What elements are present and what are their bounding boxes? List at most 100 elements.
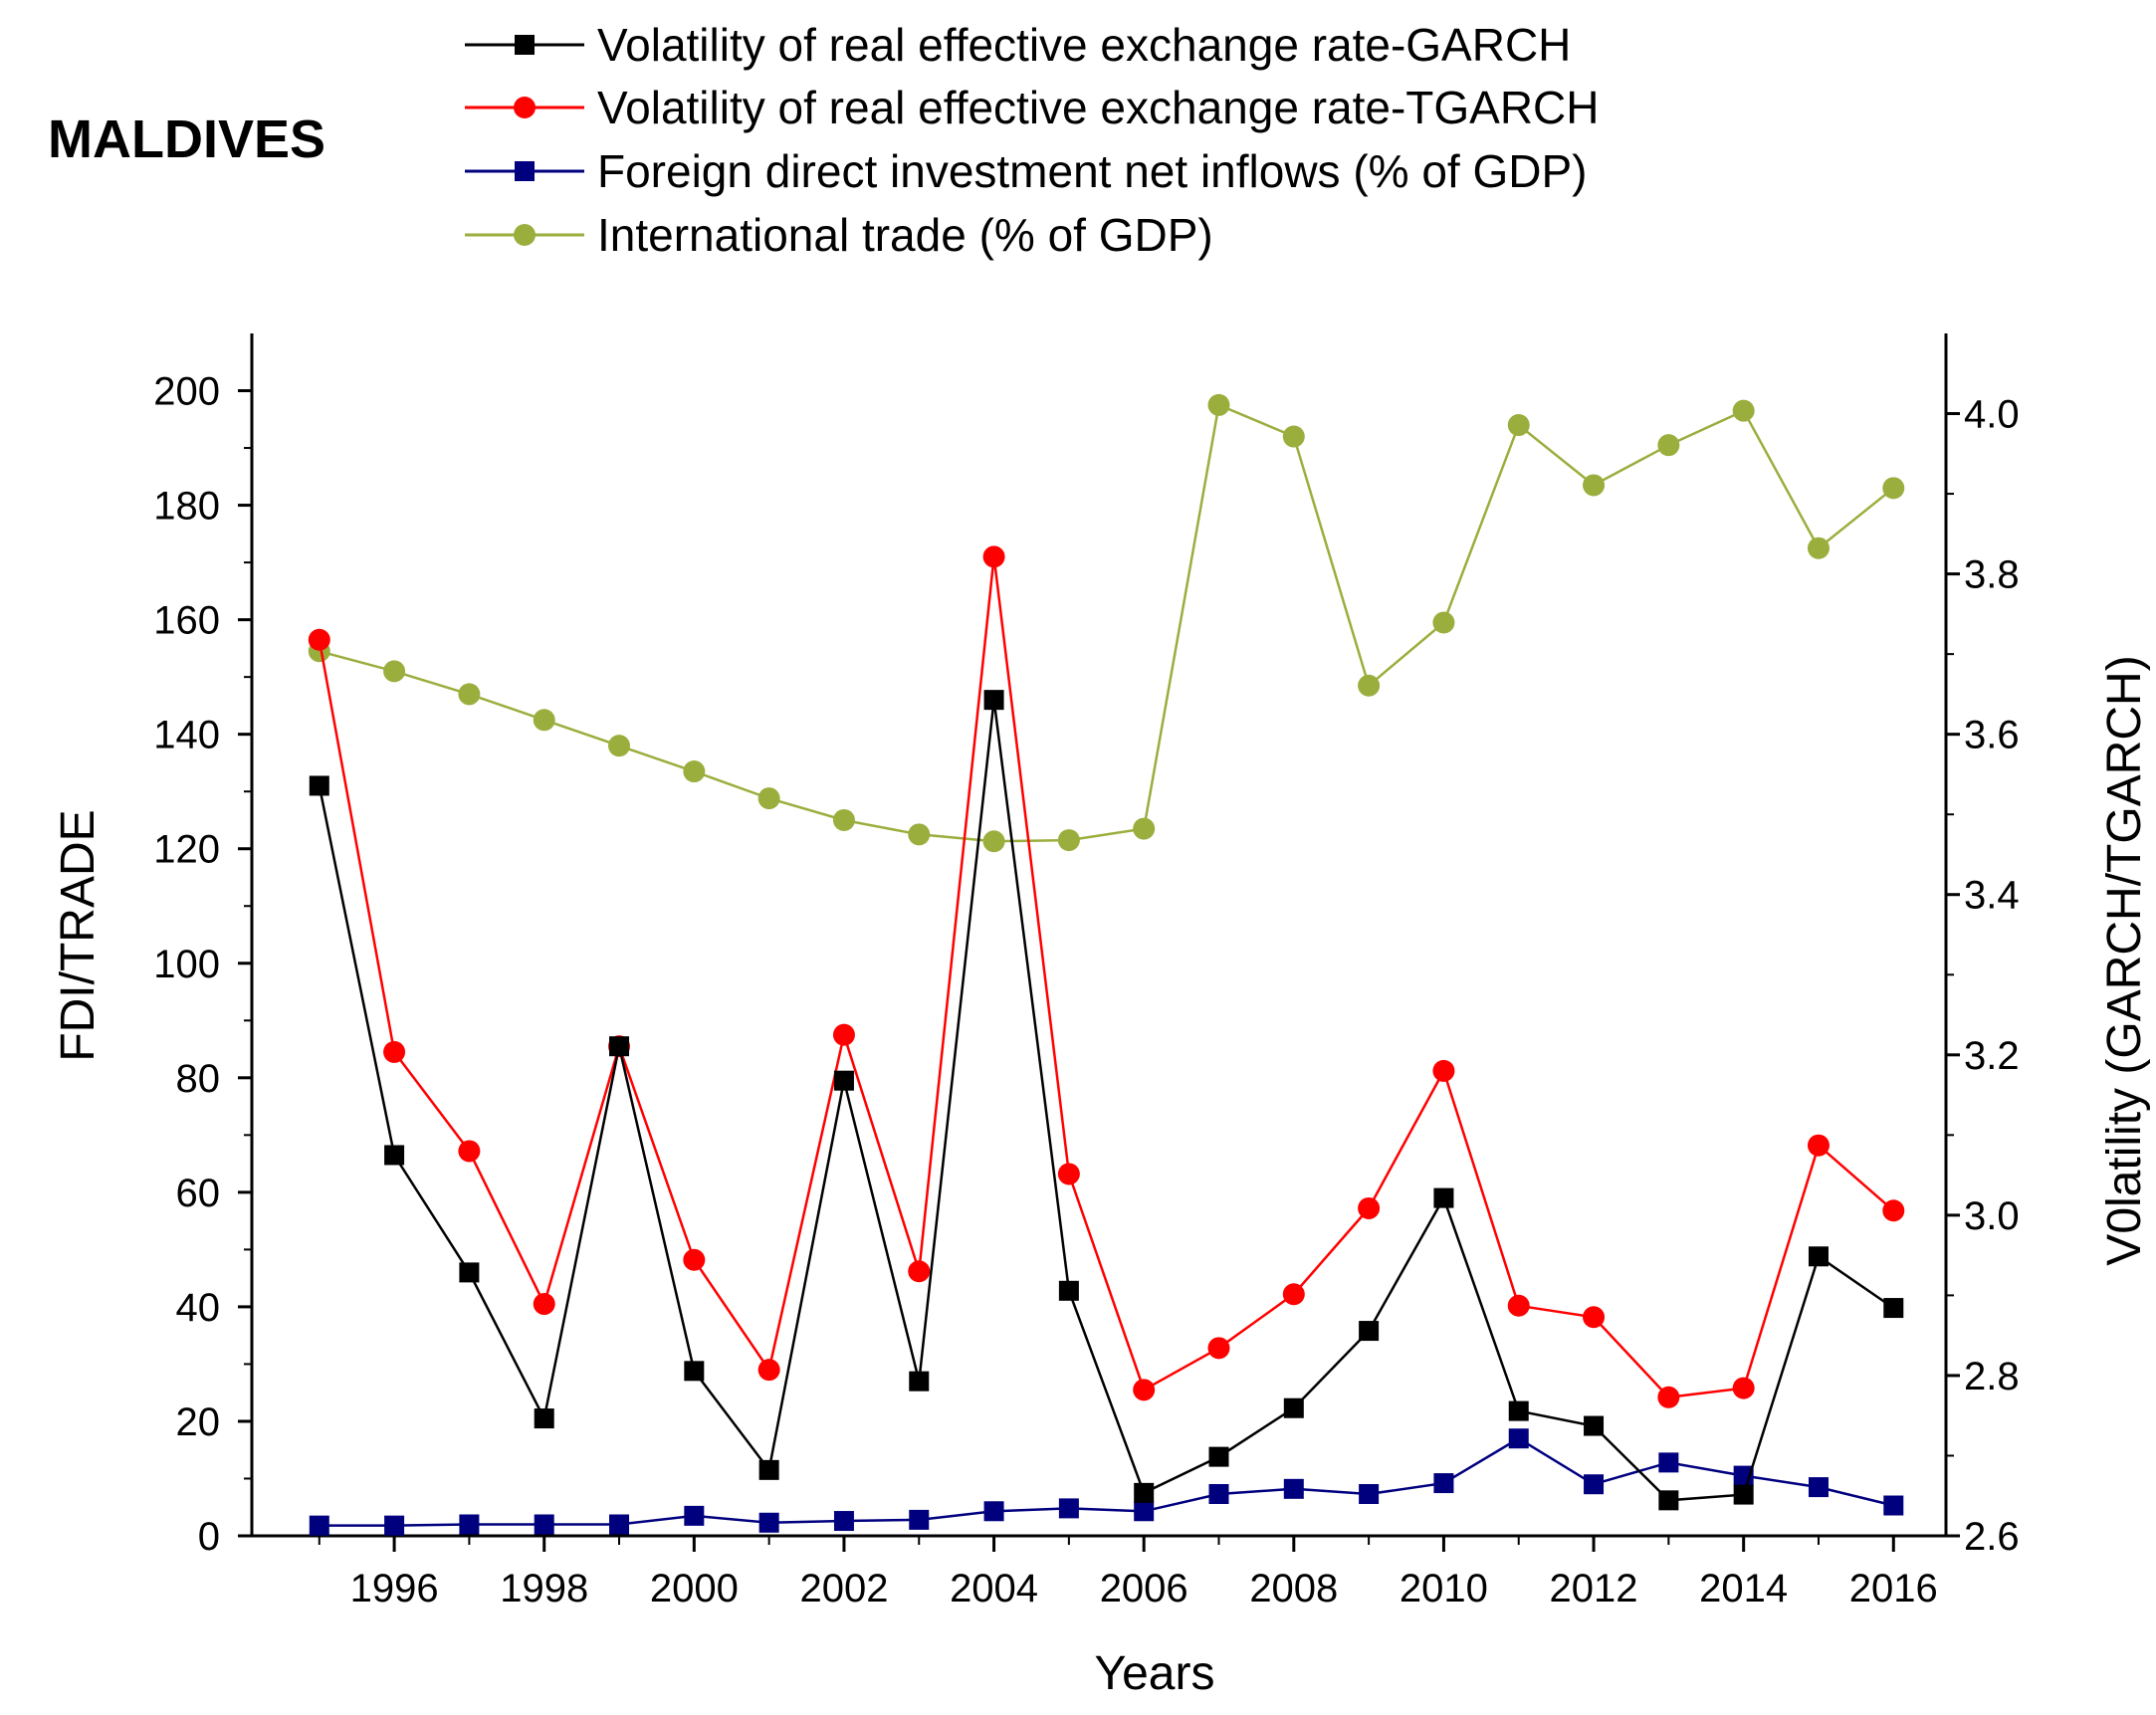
right-tick-label: 2.8 xyxy=(1964,1355,2020,1398)
data-point xyxy=(1433,1187,1454,1208)
data-point xyxy=(1508,1428,1529,1449)
left-tick-label: 140 xyxy=(153,714,220,757)
x-tick-label: 2000 xyxy=(650,1567,739,1610)
data-point xyxy=(1058,1280,1079,1301)
right-tick-label: 3.0 xyxy=(1964,1194,2020,1238)
data-point xyxy=(1657,1386,1680,1408)
data-point xyxy=(1508,1400,1529,1421)
left-tick-label: 80 xyxy=(176,1057,221,1101)
data-point xyxy=(683,760,706,783)
series-2 xyxy=(308,545,1905,1408)
data-point xyxy=(1057,1163,1080,1185)
legend: Volatility of real effective exchange ra… xyxy=(465,19,1600,261)
left-tick-label: 60 xyxy=(176,1172,221,1215)
data-point xyxy=(1732,399,1755,422)
data-point xyxy=(309,1515,329,1536)
data-point xyxy=(1808,1246,1829,1267)
legend-label: Volatility of real effective exchange ra… xyxy=(597,82,1600,133)
data-point xyxy=(459,1514,480,1535)
legend-item: International trade (% of GDP) xyxy=(465,209,1213,261)
left-tick-label: 20 xyxy=(176,1400,221,1444)
data-point xyxy=(308,628,330,651)
data-point xyxy=(608,735,631,757)
left-tick-label: 100 xyxy=(153,943,220,986)
left-tick-label: 40 xyxy=(176,1286,221,1330)
data-point xyxy=(908,823,931,846)
data-point xyxy=(1733,1484,1754,1505)
data-point xyxy=(1058,1498,1079,1519)
data-point xyxy=(1882,1199,1905,1222)
x-tick-label: 2012 xyxy=(1550,1567,1638,1610)
x-tick-label: 2002 xyxy=(799,1567,888,1610)
data-point xyxy=(832,1023,855,1046)
series-3 xyxy=(309,1428,1904,1536)
data-point xyxy=(1358,674,1381,697)
data-point xyxy=(1883,1298,1904,1319)
x-tick-label: 2004 xyxy=(950,1567,1038,1610)
data-point xyxy=(1359,1321,1380,1342)
left-axis-label: FDI/TRADE xyxy=(52,809,105,1061)
data-point xyxy=(1583,474,1606,497)
data-point xyxy=(833,1511,854,1532)
data-point xyxy=(458,1140,481,1163)
right-tick-label: 4.0 xyxy=(1964,393,2020,437)
legend-marker xyxy=(514,224,536,246)
data-point xyxy=(757,1359,780,1382)
data-point xyxy=(1807,536,1830,559)
right-tick-label: 2.6 xyxy=(1964,1515,2020,1559)
data-point xyxy=(1658,1452,1679,1473)
data-point xyxy=(1732,1377,1755,1399)
data-point xyxy=(909,1371,930,1392)
x-tick-label: 2010 xyxy=(1400,1567,1488,1610)
x-axis-label: Years xyxy=(1095,1647,1215,1700)
x-tick-label: 1998 xyxy=(500,1567,588,1610)
series-line xyxy=(318,556,1895,1399)
data-point xyxy=(609,1036,630,1057)
right-tick-label: 3.2 xyxy=(1964,1034,2020,1078)
data-point xyxy=(609,1514,630,1535)
chart-title: MALDIVES xyxy=(48,109,325,169)
data-point xyxy=(908,1260,931,1283)
ticks: 0 20 40 60 80 100 120 140 160 180 200 2.6 2.8 3.0 3.2 3… xyxy=(153,370,2019,1610)
data-point xyxy=(1283,1478,1304,1499)
data-point xyxy=(1207,1337,1230,1360)
data-point xyxy=(684,1505,705,1526)
data-point xyxy=(458,683,481,706)
legend-marker xyxy=(515,35,535,55)
legend-label: Foreign direct investment net inflows (%… xyxy=(597,145,1587,197)
data-point xyxy=(757,787,780,810)
legend-item: Volatility of real effective exchange ra… xyxy=(465,82,1600,133)
x-tick-label: 2014 xyxy=(1699,1567,1788,1610)
data-point xyxy=(1584,1415,1605,1436)
left-tick-label: 180 xyxy=(153,485,220,529)
data-point xyxy=(534,1408,554,1429)
axes: Years FDI/TRADE V0latility (GARCH/TGARCH… xyxy=(52,333,2151,1700)
data-point xyxy=(1807,1134,1830,1157)
data-point xyxy=(1583,1306,1606,1329)
data-point xyxy=(1282,425,1305,448)
data-point xyxy=(758,1459,779,1480)
data-point xyxy=(1283,1397,1304,1418)
right-tick-label: 3.6 xyxy=(1964,714,2020,757)
x-tick-label: 2006 xyxy=(1100,1567,1188,1610)
left-tick-label: 200 xyxy=(153,370,220,414)
data-point xyxy=(1133,1379,1156,1401)
data-point xyxy=(982,830,1005,853)
data-point xyxy=(1133,817,1156,840)
data-point xyxy=(1507,414,1530,437)
data-point xyxy=(533,709,555,732)
data-point xyxy=(1359,1484,1380,1505)
data-point xyxy=(758,1512,779,1533)
x-tick-label: 1996 xyxy=(350,1567,439,1610)
x-tick-label: 2016 xyxy=(1849,1567,1938,1610)
data-point xyxy=(1584,1474,1605,1495)
data-point xyxy=(1433,1473,1454,1494)
data-point xyxy=(1057,829,1080,852)
data-point xyxy=(683,1248,706,1271)
data-point xyxy=(383,1040,406,1063)
right-tick-label: 3.8 xyxy=(1964,553,2020,597)
data-point xyxy=(1883,1495,1904,1516)
series-1 xyxy=(309,690,1904,1511)
data-point xyxy=(983,690,1004,711)
